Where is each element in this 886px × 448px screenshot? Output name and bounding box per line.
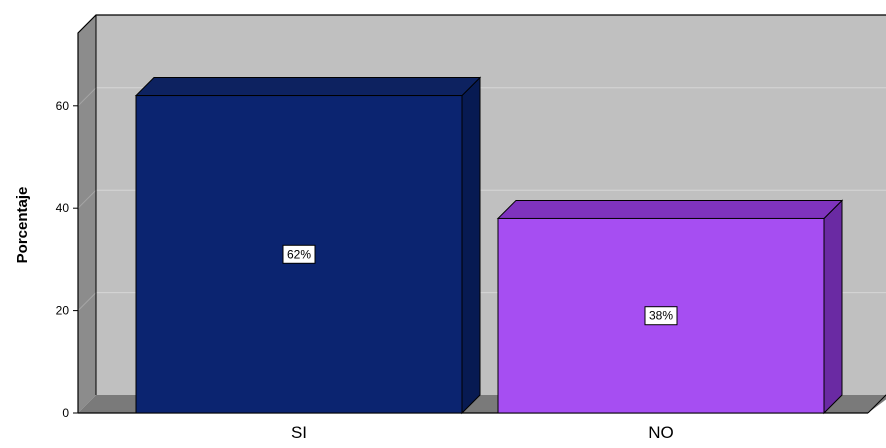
y-axis-label: Porcentaje: [14, 187, 31, 264]
gridline-side: [77, 292, 97, 311]
gridline-side: [77, 189, 97, 209]
data-label-box: [282, 244, 316, 264]
y-tick-label: 20: [56, 304, 70, 318]
bar-top: [496, 199, 844, 219]
gridline-side: [77, 87, 97, 107]
x-tick-label: SI: [291, 423, 307, 442]
y-tick-label: 0: [62, 406, 69, 420]
plot-side-wall: [78, 15, 96, 413]
data-label-box: [644, 306, 678, 326]
data-label: 62%: [287, 247, 311, 261]
y-tick-label: 40: [56, 201, 70, 215]
data-label: 38%: [649, 309, 673, 323]
floor-edge: [867, 394, 886, 414]
plot-outline: [77, 14, 886, 413]
bar-side: [823, 199, 843, 415]
y-tick-label: 60: [56, 99, 70, 113]
bar-side: [461, 76, 481, 415]
x-tick-label: NO: [648, 423, 674, 442]
bar-top: [134, 77, 482, 97]
